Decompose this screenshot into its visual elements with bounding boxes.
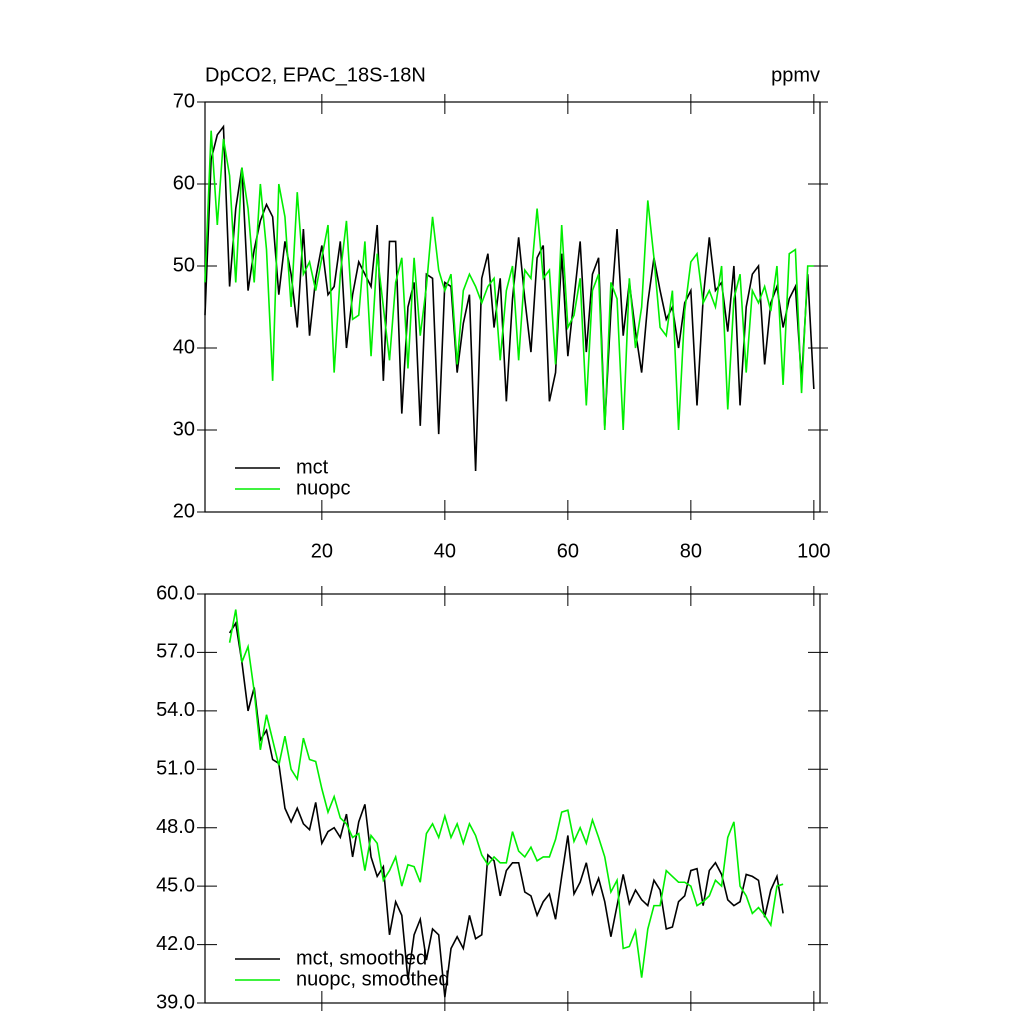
legend-label: nuopc, smoothed — [296, 968, 449, 990]
x-tick-label: 60 — [557, 540, 579, 562]
y-tick-label: 20 — [173, 500, 195, 522]
y-tick-label: 30 — [173, 418, 195, 440]
y-tick-label: 40 — [173, 336, 195, 358]
legend-label: nuopc — [296, 477, 351, 499]
x-tick-label: 100 — [797, 540, 830, 562]
y-tick-label: 54.0 — [156, 699, 195, 721]
series-line — [228, 620, 784, 998]
y-tick-label: 39.0 — [156, 991, 195, 1013]
x-tick-label: 80 — [680, 540, 702, 562]
legend-label: mct — [296, 456, 329, 478]
y-tick-label: 57.0 — [156, 641, 195, 663]
y-tick-label: 70 — [173, 90, 195, 112]
y-tick-label: 42.0 — [156, 933, 195, 955]
y-tick-label: 60 — [173, 172, 195, 194]
series-line — [204, 130, 814, 431]
x-tick-label: 20 — [311, 540, 333, 562]
legend-label: mct, smoothed — [296, 947, 427, 969]
series-line — [204, 124, 815, 472]
y-tick-label: 60.0 — [156, 582, 195, 604]
y-tick-label: 51.0 — [156, 758, 195, 780]
plot-frame — [204, 593, 821, 1004]
y-tick-label: 50 — [173, 254, 195, 276]
units-label: ppmv — [771, 64, 820, 86]
series-line — [228, 609, 784, 978]
x-tick-label: 40 — [434, 540, 456, 562]
y-tick-label: 45.0 — [156, 874, 195, 896]
chart-title: DpCO2, EPAC_18S-18N — [205, 64, 426, 86]
y-tick-label: 48.0 — [156, 816, 195, 838]
